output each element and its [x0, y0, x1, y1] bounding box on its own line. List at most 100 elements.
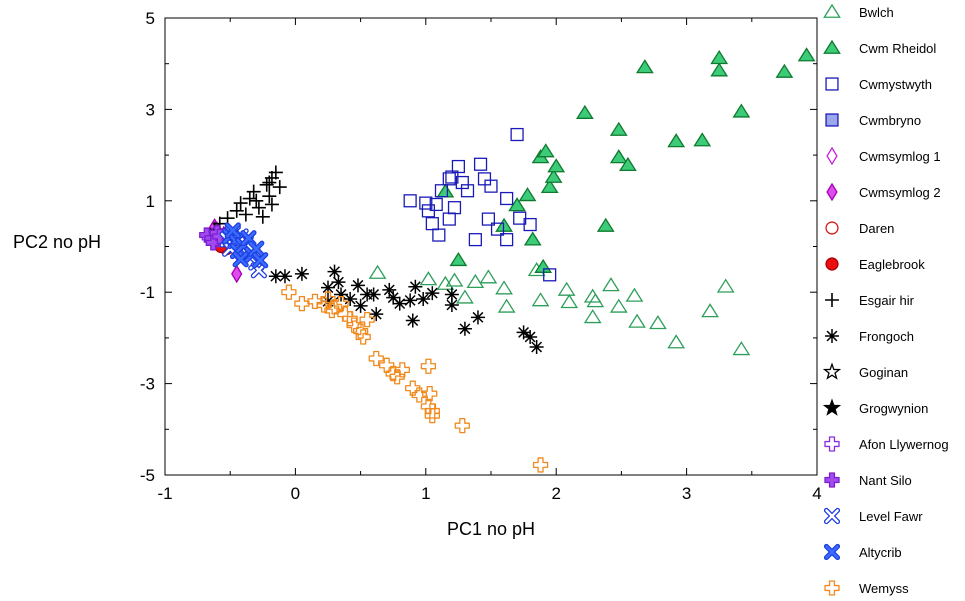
legend-label: Goginan	[859, 365, 908, 380]
data-point	[516, 325, 531, 340]
data-point	[583, 309, 602, 324]
data-point	[455, 175, 469, 190]
legend-marker	[823, 543, 841, 561]
data-point	[281, 284, 297, 300]
data-point	[425, 217, 439, 231]
series-bwlch	[368, 262, 751, 356]
legend-label: Frongoch	[859, 329, 914, 344]
data-point	[326, 299, 343, 315]
data-point	[350, 278, 365, 293]
data-point	[442, 212, 456, 226]
x-tick-label: 3	[682, 484, 691, 503]
data-point	[368, 264, 387, 279]
data-point	[596, 217, 615, 232]
y-tick-label: -5	[140, 466, 155, 485]
legend-label: Level Fawr	[859, 509, 923, 524]
legend-label: Cwmsymlog 1	[859, 149, 941, 164]
data-point	[468, 233, 482, 247]
data-point	[635, 59, 654, 74]
legend-item: Altycrib	[823, 543, 902, 561]
data-point	[238, 207, 253, 222]
legend-label: Cwmystwyth	[859, 77, 932, 92]
data-point	[456, 289, 474, 304]
data-point	[609, 149, 628, 164]
data-point	[560, 294, 579, 309]
data-point	[500, 191, 514, 206]
legend-label: Bwlch	[859, 5, 894, 20]
legend-item: Cwmystwyth	[825, 77, 932, 92]
legend-item: Afon Llywernog	[824, 436, 949, 452]
data-point	[368, 350, 384, 367]
data-point	[320, 291, 336, 307]
legend-item: Cwmsymlog 2	[826, 182, 941, 202]
data-point	[523, 231, 542, 246]
data-point	[386, 290, 401, 305]
data-point	[324, 302, 340, 319]
data-point	[445, 272, 464, 287]
series-altycrib	[222, 222, 269, 269]
legend-marker	[825, 77, 839, 91]
data-point	[500, 233, 514, 247]
legend-marker	[823, 39, 841, 54]
data-point	[449, 251, 468, 267]
data-point	[470, 310, 485, 325]
data-point	[649, 315, 667, 330]
data-point	[583, 288, 602, 303]
data-point	[444, 287, 459, 302]
data-point	[334, 287, 349, 302]
plot-frame	[164, 17, 818, 476]
data-point	[436, 183, 455, 198]
legend-item: Daren	[825, 221, 894, 236]
data-point	[346, 317, 362, 333]
data-point	[231, 264, 243, 284]
data-point	[523, 217, 537, 232]
data-point	[434, 184, 449, 198]
x-tick-label: 0	[291, 484, 300, 503]
data-point	[419, 271, 438, 286]
legend-marker	[824, 436, 840, 452]
data-point	[232, 251, 249, 268]
data-point	[775, 63, 794, 78]
legend-marker	[826, 146, 838, 166]
data-point	[252, 252, 269, 269]
data-point	[547, 158, 566, 173]
legend-item: Cwm Rheidol	[823, 39, 936, 56]
x-tick-label: 4	[812, 484, 821, 503]
data-point	[262, 175, 277, 190]
data-point	[732, 103, 751, 118]
data-point	[366, 287, 381, 302]
data-point	[667, 133, 686, 148]
legend-label: Afon Llywernog	[859, 437, 949, 452]
data-point	[609, 121, 628, 136]
data-point	[294, 266, 309, 281]
data-point	[473, 157, 488, 171]
data-point	[716, 278, 735, 293]
data-point	[379, 357, 395, 373]
y-tick-label: -1	[140, 283, 155, 302]
legend-marker	[825, 293, 839, 307]
legend-label: Cwmbryno	[859, 113, 921, 128]
legend-label: Eaglebrook	[859, 257, 925, 272]
data-point	[268, 269, 283, 284]
data-point	[342, 311, 358, 327]
y-tick-label: -3	[140, 375, 155, 394]
data-point	[432, 228, 446, 242]
data-point	[602, 277, 620, 292]
legend-label: Wemyss	[859, 581, 909, 596]
data-point	[333, 295, 349, 312]
legend-item: Wemyss	[824, 580, 909, 596]
data-point	[701, 303, 719, 318]
data-point	[429, 197, 443, 212]
legend-item: Bwlch	[823, 3, 894, 20]
data-point	[628, 313, 646, 328]
data-point	[224, 222, 241, 239]
data-point	[460, 184, 475, 198]
data-point	[710, 49, 729, 65]
data-point	[233, 196, 248, 211]
x-tick-label: 2	[551, 484, 560, 503]
data-point	[797, 47, 816, 62]
data-point	[392, 296, 407, 311]
data-point	[248, 240, 265, 257]
data-point	[586, 293, 605, 308]
data-point	[523, 329, 538, 344]
